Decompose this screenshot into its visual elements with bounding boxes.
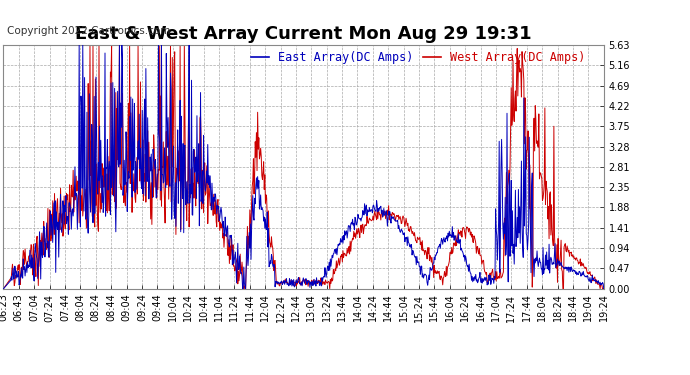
Legend: East Array(DC Amps), West Array(DC Amps): East Array(DC Amps), West Array(DC Amps) bbox=[251, 51, 586, 64]
Title: East & West Array Current Mon Aug 29 19:31: East & West Array Current Mon Aug 29 19:… bbox=[75, 26, 532, 44]
Text: Copyright 2022 Cartronics.com: Copyright 2022 Cartronics.com bbox=[7, 26, 170, 36]
